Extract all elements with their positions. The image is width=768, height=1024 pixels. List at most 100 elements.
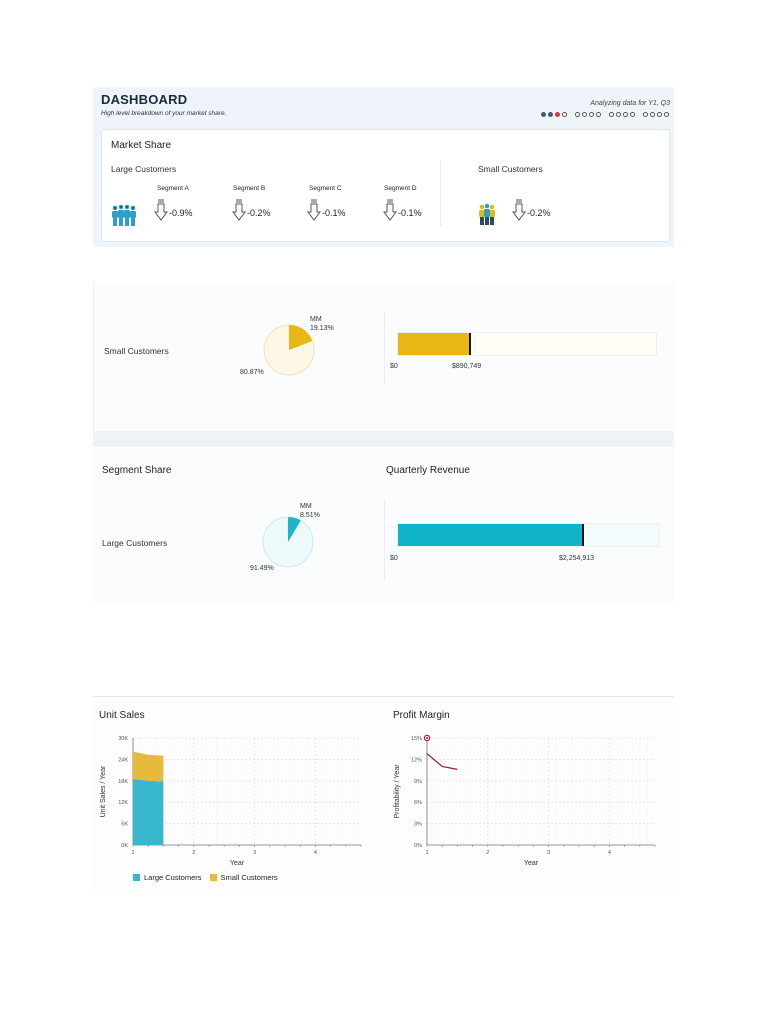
segment-c-label: Segment C	[309, 185, 342, 192]
segment-d-label: Segment D	[384, 185, 417, 192]
small-customers-change: -0.2%	[527, 208, 551, 218]
period-dot[interactable]	[582, 111, 587, 117]
x-tick-label: 3	[253, 850, 256, 856]
page-subtitle: High level breakdown of your market shar…	[101, 110, 227, 117]
large-revenue-bar-fill	[398, 524, 585, 546]
small-revenue-bar-track	[397, 332, 657, 356]
period-dot[interactable]	[630, 111, 635, 117]
y-tick-label: 0K	[121, 843, 128, 849]
area-series-large-customers	[133, 779, 164, 845]
x-axis-title: Year	[230, 860, 245, 867]
y-tick-label: 0%	[414, 843, 422, 849]
period-dot[interactable]	[623, 111, 628, 117]
area-series-small-customers	[133, 751, 164, 782]
large-pie-other-percent: 91.49%	[250, 565, 274, 572]
small-revenue-bar-fill	[398, 333, 472, 355]
pie-slice-mm	[289, 325, 313, 350]
profit-margin-title: Profit Margin	[393, 710, 450, 721]
small-bar-value-label: $890,749	[452, 363, 482, 370]
row-divider	[384, 312, 385, 384]
small-customers-people-icon	[479, 203, 495, 225]
unit-sales-legend: Large Customers Small Customers	[133, 873, 278, 882]
large-customers-heading: Large Customers	[111, 164, 177, 174]
profit-margin-chart: Profitability / Year Year 0% 3% 6% 9% 12% 15% 1 2…	[394, 734, 656, 867]
y-tick-label: 6%	[414, 800, 422, 806]
mm-label: MM	[300, 503, 312, 510]
x-tick-label: 4	[314, 850, 317, 856]
large-revenue-bar-track	[397, 523, 660, 547]
legend-label-small: Small Customers	[220, 873, 278, 882]
down-arrow-icon	[307, 199, 321, 221]
market-share-title: Market Share	[111, 140, 172, 151]
y-axis-title: Unit Sales / Year	[100, 765, 107, 817]
segment-share-title: Segment Share	[102, 465, 172, 476]
quarterly-revenue-title: Quarterly Revenue	[386, 465, 470, 476]
period-dot[interactable]	[555, 111, 560, 117]
segment-a-label: Segment A	[157, 185, 189, 192]
large-bar-min-label: $0	[390, 555, 398, 562]
section-divider	[440, 160, 441, 226]
down-arrow-icon	[512, 199, 526, 221]
down-arrow-icon	[154, 199, 168, 221]
period-dot[interactable]	[643, 111, 648, 117]
line-series-profit-margin	[426, 753, 458, 770]
large-bar-value-label: $2,254,913	[559, 555, 595, 562]
bar-end-marker	[582, 524, 585, 546]
y-tick-label: 18K	[118, 779, 128, 785]
segment-a-change: -0.9%	[169, 208, 193, 218]
charts-panel	[93, 697, 674, 891]
unit-sales-chart: Unit Sales / Year Year 0K 6K 12K 18K 24K 30K 1 2 3…	[100, 736, 362, 867]
market-share-card: Market Share Large Customers Small Custo…	[101, 129, 670, 242]
down-arrow-icon	[383, 199, 397, 221]
dashboard-header-panel: DASHBOARD High level breakdown of your m…	[93, 87, 674, 247]
legend-swatch-small	[209, 874, 217, 881]
x-tick-label: 1	[425, 850, 428, 856]
period-dot[interactable]	[575, 111, 580, 117]
legend-swatch-large	[133, 874, 140, 881]
period-dot[interactable]	[609, 111, 614, 117]
large-customers-people-icon	[112, 204, 136, 226]
period-dot[interactable]	[596, 111, 601, 117]
unit-sales-title: Unit Sales	[99, 710, 145, 721]
down-arrow-icon	[232, 199, 246, 221]
pie-slice-mm	[288, 517, 301, 542]
bar-end-marker	[469, 333, 472, 355]
row-divider	[384, 500, 385, 580]
period-dot[interactable]	[562, 111, 567, 117]
x-tick-label: 2	[486, 850, 489, 856]
mm-label: MM	[310, 316, 322, 323]
small-pie-mm-callout: MM 19.13%	[310, 315, 334, 333]
segment-b-change: -0.2%	[247, 208, 271, 218]
small-bar-min-label: $0	[390, 363, 398, 370]
segment-b-label: Segment B	[233, 185, 266, 192]
y-axis-title: Profitability / Year	[394, 764, 401, 819]
period-dot[interactable]	[657, 111, 662, 117]
small-customers-heading: Small Customers	[478, 164, 543, 174]
period-dot[interactable]	[589, 111, 594, 117]
page-title: DASHBOARD	[101, 92, 188, 107]
y-tick-label: 12K	[118, 800, 128, 806]
axis-marker-dot	[426, 737, 428, 739]
charts-top-border	[93, 696, 674, 697]
period-dot[interactable]	[664, 111, 669, 117]
period-dot[interactable]	[541, 111, 546, 117]
x-tick-label: 1	[131, 850, 134, 856]
x-tick-label: 3	[547, 850, 550, 856]
period-dot[interactable]	[650, 111, 655, 117]
period-dot[interactable]	[616, 111, 621, 117]
segment-c-change: -0.1%	[322, 208, 346, 218]
x-axis-title: Year	[524, 860, 539, 867]
period-dot[interactable]	[548, 111, 553, 117]
y-tick-label: 6K	[121, 822, 128, 828]
x-tick-label: 4	[608, 850, 611, 856]
large-customers-row-label: Large Customers	[102, 538, 168, 548]
y-tick-label: 30K	[118, 736, 128, 742]
y-tick-label: 24K	[118, 757, 128, 763]
y-tick-label: 9%	[414, 779, 422, 785]
analyzing-status: Analyzing data for Y1, Q3	[590, 100, 670, 107]
legend-label-large: Large Customers	[144, 873, 202, 882]
period-progress-dots[interactable]	[541, 109, 669, 119]
small-customers-row-label: Small Customers	[104, 346, 169, 356]
segment-d-change: -0.1%	[398, 208, 422, 218]
y-tick-label: 15%	[411, 736, 422, 742]
